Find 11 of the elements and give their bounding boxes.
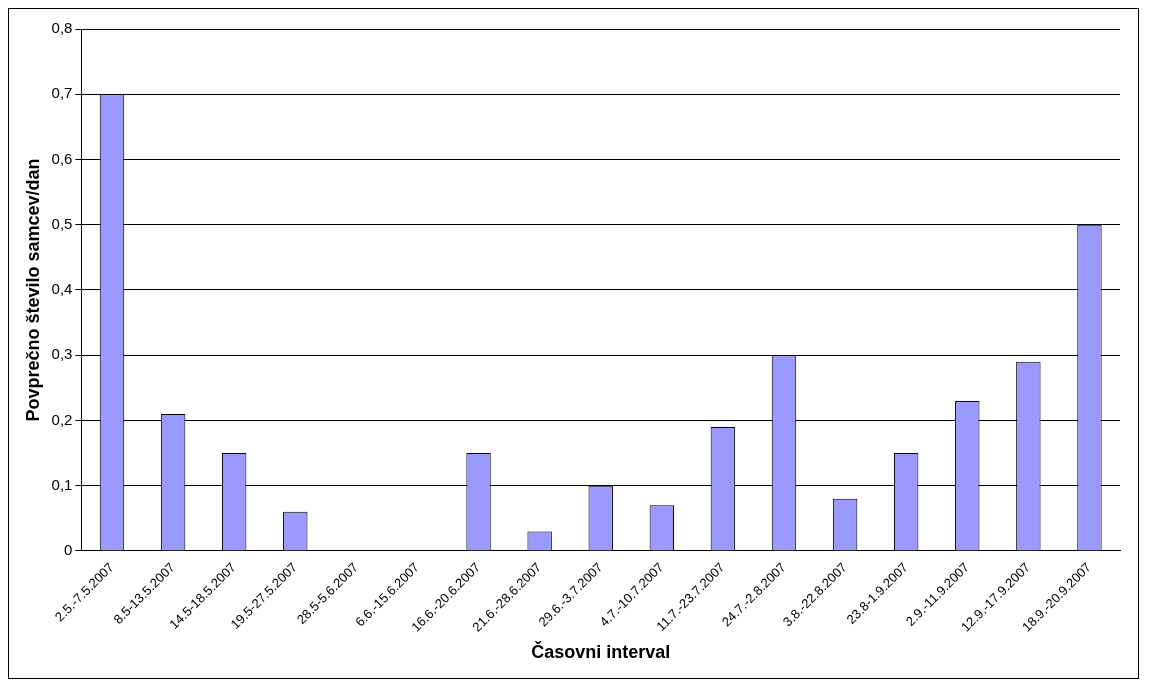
y-tick-label: 0,3 — [51, 345, 73, 363]
y-tick-label: 0 — [64, 541, 73, 559]
y-axis-title: Povprečno število samcev/dan — [22, 158, 43, 422]
y-tick-label: 0,4 — [51, 280, 73, 298]
y-tick-label: 0,6 — [51, 149, 73, 167]
x-axis-title: Časovni interval — [531, 641, 671, 663]
y-tick-label: 0,2 — [51, 410, 73, 428]
y-tick-label: 0,1 — [51, 475, 73, 493]
y-tick-label: 0,7 — [51, 84, 73, 102]
y-tick-label: 0,8 — [51, 19, 73, 37]
y-tick-label: 0,5 — [51, 214, 73, 232]
